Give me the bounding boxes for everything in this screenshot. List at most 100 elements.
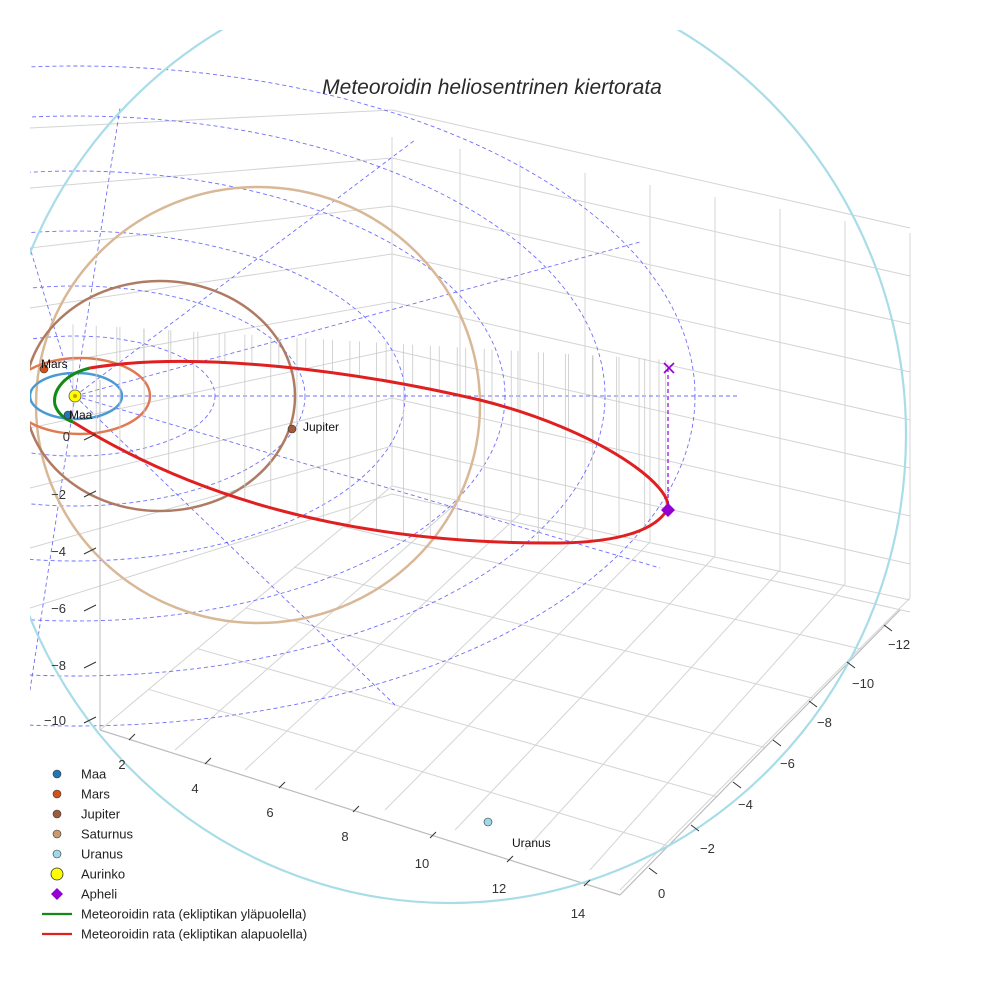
jupiter-marker: [287, 424, 297, 434]
grid-line: [29, 493, 393, 609]
z-tick-label: −10: [852, 676, 874, 691]
grid-line: [384, 541, 651, 811]
sun-core: [73, 394, 77, 398]
legend-marker: [51, 888, 63, 900]
legend-marker: [50, 867, 64, 881]
grid-line: [174, 499, 461, 751]
grid-line: [391, 485, 911, 601]
grid-line: [197, 648, 717, 798]
legend-item[interactable]: Mars: [52, 787, 110, 802]
reference-spoke: [74, 395, 661, 569]
axis-edge: [619, 609, 901, 896]
legend-label: Jupiter: [81, 807, 121, 822]
z-tick-label: −2: [700, 841, 715, 856]
legend-item[interactable]: Saturnus: [52, 827, 134, 842]
z-tick-mark: [648, 867, 658, 875]
apheli-projection-marker: [663, 362, 675, 374]
y-tick-mark: [83, 547, 97, 555]
legend-item[interactable]: Apheli: [51, 887, 117, 902]
y-tick-label: −6: [51, 601, 66, 616]
grid-line: [391, 109, 911, 229]
grid-line: [29, 397, 393, 489]
legend-item[interactable]: Uranus: [52, 847, 123, 862]
x-tick-label: 12: [492, 881, 506, 896]
x-tick-label: 10: [415, 856, 429, 871]
x-tick-label: 14: [571, 906, 585, 921]
legend-label: Aurinko: [81, 867, 125, 882]
grid-line: [29, 445, 393, 549]
uranus-marker: [483, 817, 493, 827]
grid-line: [148, 688, 669, 847]
mars-marker: [39, 364, 49, 374]
jupiter-orbit: [30, 279, 297, 513]
z-tick-label: −12: [888, 637, 910, 652]
legend-item[interactable]: Aurinko: [50, 867, 125, 882]
legend: Maa Mars Jupiter Saturnus Uranus Aurinko Aphel…: [42, 767, 307, 942]
y-tick-label: −2: [51, 487, 66, 502]
y-tick-mark: [83, 716, 97, 724]
uranus-orbit: [30, 30, 907, 904]
grid-line: [391, 445, 911, 565]
x-tick-mark: [204, 757, 212, 765]
legend-item[interactable]: Maa: [52, 767, 107, 782]
x-tick-label: 6: [266, 805, 273, 820]
z-tick-mark: [808, 700, 818, 708]
y-tick-mark: [83, 490, 97, 498]
x-tick-mark: [429, 831, 437, 839]
y-tick-label: −8: [51, 658, 66, 673]
z-tick-label: −6: [780, 756, 795, 771]
axis-ticks: 0 −2 −4 −6 −8 −10 2 4 6 8 10 12 14 −12 −10 −8 −6 −4 −2 0: [44, 429, 910, 921]
planet-orbits: [30, 30, 907, 904]
z-tick-mark: [732, 781, 742, 789]
y-tick-mark: [83, 433, 97, 441]
x-tick-label: 2: [118, 757, 125, 772]
legend-label: Apheli: [81, 887, 117, 902]
z-tick-mark: [690, 824, 700, 832]
legend-marker: [52, 789, 62, 799]
y-tick-mark: [83, 604, 97, 612]
grid-line: [391, 253, 911, 373]
z-tick-label: −4: [738, 797, 753, 812]
y-tick-mark: [83, 661, 97, 669]
orbit-drop-lines: [72, 324, 667, 543]
reference-ring: [30, 115, 606, 677]
x-tick-label: 8: [341, 829, 348, 844]
legend-label: Meteoroidin rata (ekliptikan yläpuolella…: [81, 907, 306, 922]
z-tick-label: −8: [817, 715, 832, 730]
meteoroid-orbit-above-ecliptic: [53, 366, 91, 424]
legend-marker: [52, 849, 62, 859]
reference-spoke: [74, 139, 416, 397]
maa-label: Maa: [69, 408, 93, 422]
reference-spoke: [74, 395, 396, 706]
jupiter-label: Jupiter: [303, 420, 339, 434]
saturn-orbit: [34, 185, 482, 625]
z-tick-mark: [846, 661, 856, 669]
y-tick-label: −10: [44, 713, 66, 728]
grid-line: [619, 597, 911, 891]
maa-marker: [63, 410, 73, 420]
legend-label: Meteoroidin rata (ekliptikan alapuolella…: [81, 927, 307, 942]
z-tick-mark: [772, 739, 782, 747]
y-tick-label: 0: [63, 429, 70, 444]
x-tick-mark: [583, 879, 591, 887]
z-tick-label: 0: [658, 886, 665, 901]
grid-3d: [29, 109, 911, 896]
legend-label: Maa: [81, 767, 107, 782]
x-tick-mark: [352, 805, 360, 813]
grid-line: [391, 205, 911, 325]
x-tick-mark: [278, 781, 286, 789]
grid-line: [29, 157, 393, 189]
grid-line: [343, 526, 862, 650]
chart-title: Meteoroidin heliosentrinen kiertorata: [322, 76, 662, 99]
y-tick-label: −4: [51, 544, 66, 559]
grid-line: [29, 301, 393, 369]
legend-item[interactable]: Meteoroidin rata (ekliptikan alapuolella…: [42, 927, 307, 942]
mars-orbit: [30, 356, 152, 436]
legend-label: Saturnus: [81, 827, 134, 842]
reference-spoke: [74, 241, 641, 397]
z-tick-mark: [883, 624, 893, 632]
legend-item[interactable]: Meteoroidin rata (ekliptikan yläpuolella…: [42, 907, 306, 922]
legend-item[interactable]: Jupiter: [52, 807, 121, 822]
uranus-label: Uranus: [512, 836, 551, 850]
